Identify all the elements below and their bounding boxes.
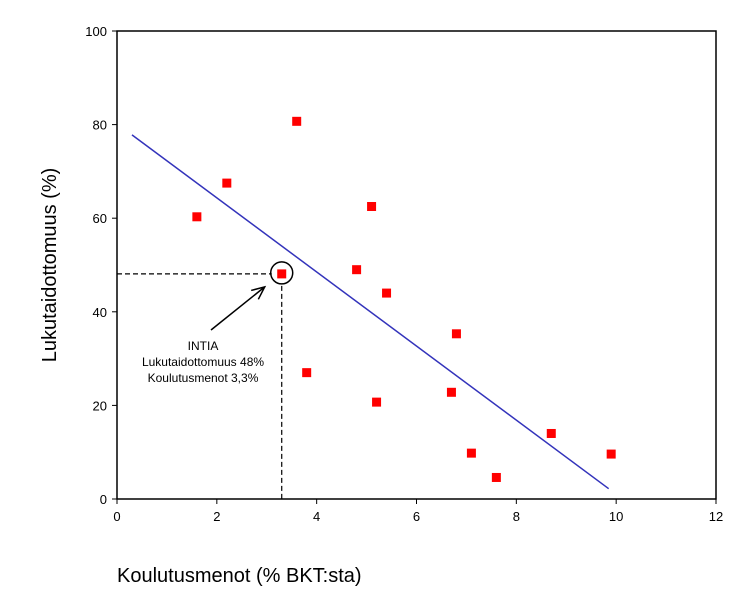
annotation-arrow-head bbox=[250, 285, 267, 300]
highlight-circle bbox=[269, 261, 294, 285]
x-tick-label: 0 bbox=[113, 509, 120, 524]
x-tick-label: 8 bbox=[513, 509, 520, 524]
data-point bbox=[451, 329, 461, 339]
trend-line-group bbox=[131, 134, 610, 490]
y-tick-label: 80 bbox=[93, 118, 107, 133]
plot-area-frame bbox=[116, 30, 717, 500]
y-tick-label: 0 bbox=[100, 492, 107, 507]
data-point bbox=[466, 448, 476, 458]
data-points bbox=[192, 116, 616, 482]
annotation-text-line: INTIA bbox=[188, 339, 219, 353]
y-tick-label: 40 bbox=[93, 305, 107, 320]
y-axis-title: Lukutaidottomuus (%) bbox=[39, 168, 61, 363]
x-tick-label: 6 bbox=[413, 509, 420, 524]
data-point bbox=[302, 368, 312, 378]
data-point bbox=[372, 397, 382, 407]
data-point bbox=[292, 116, 302, 126]
data-point bbox=[367, 202, 377, 211]
x-tick-label: 10 bbox=[609, 509, 623, 524]
data-point bbox=[606, 449, 616, 459]
data-point bbox=[491, 472, 501, 482]
x-tick-label: 2 bbox=[213, 509, 220, 524]
data-point bbox=[352, 265, 362, 275]
y-tick-label: 100 bbox=[85, 24, 107, 39]
x-axis-title: Koulutusmenot (% BKT:sta) bbox=[117, 565, 362, 587]
x-tick-label: 4 bbox=[313, 509, 320, 524]
annotation-text-line: Lukutaidottomuus 48% bbox=[142, 355, 264, 369]
axis-ticks: 0 2 4 6 8 10 12 0 20 40 60 80 100 bbox=[85, 24, 723, 524]
data-point bbox=[277, 269, 287, 279]
annotation-group: INTIA Lukutaidottomuus 48% Koulutusmenot 3… bbox=[142, 261, 294, 385]
data-point bbox=[382, 288, 392, 298]
annotation-text-line: Koulutusmenot 3,3% bbox=[148, 371, 259, 385]
data-point bbox=[446, 387, 456, 397]
data-point bbox=[222, 178, 232, 188]
trend-line bbox=[131, 134, 610, 490]
data-point bbox=[192, 212, 202, 222]
data-point bbox=[546, 428, 556, 438]
highlight-guides bbox=[117, 273, 283, 499]
y-tick-label: 60 bbox=[93, 211, 107, 226]
annotation-arrow-shaft bbox=[210, 286, 266, 331]
x-tick-label: 12 bbox=[709, 509, 723, 524]
y-tick-label: 20 bbox=[93, 398, 107, 413]
